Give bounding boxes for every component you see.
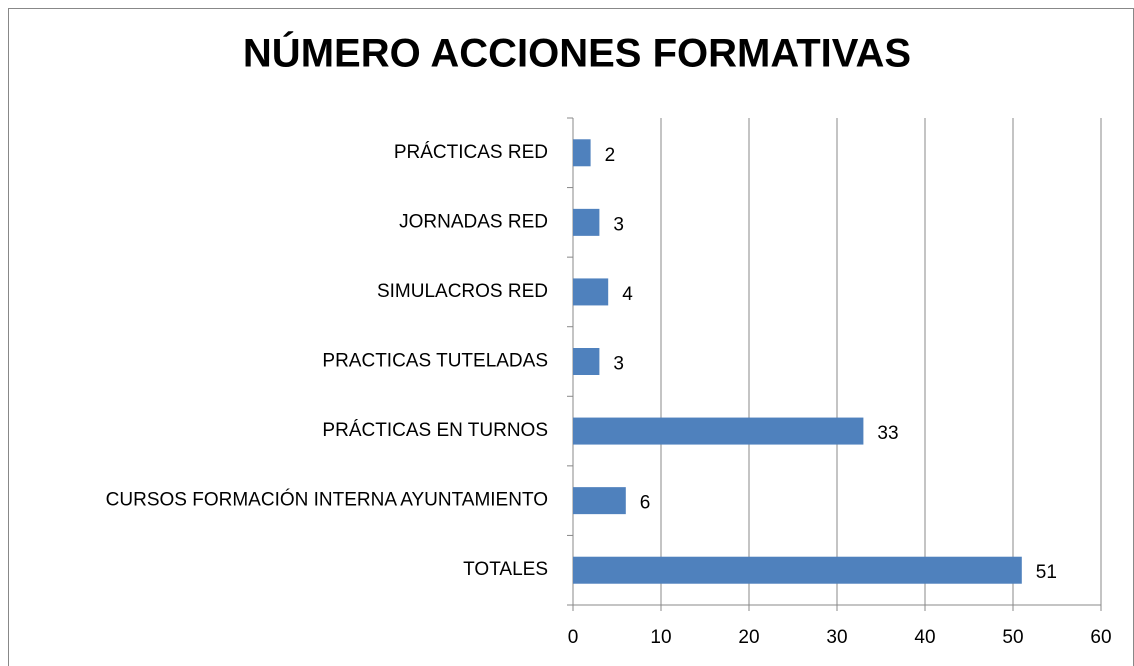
data-label: 3 xyxy=(613,354,624,375)
y-tick-label: CURSOS FORMACIÓN INTERNA AYUNTAMIENTO xyxy=(106,489,548,511)
x-tick-label: 10 xyxy=(650,627,671,648)
x-tick-label: 40 xyxy=(914,627,935,648)
data-label: 33 xyxy=(877,423,898,444)
y-tick-label: TOTALES xyxy=(463,559,548,580)
data-label: 2 xyxy=(605,145,616,166)
data-label: 51 xyxy=(1036,562,1057,583)
bar xyxy=(573,139,591,167)
y-tick-label: JORNADAS RED xyxy=(399,211,548,232)
bar xyxy=(573,487,626,515)
x-tick-label: 0 xyxy=(568,627,579,648)
bar xyxy=(573,556,1022,584)
y-tick-label: SIMULACROS RED xyxy=(377,281,548,302)
data-label: 4 xyxy=(622,284,633,305)
x-tick-label: 20 xyxy=(738,627,759,648)
y-tick-label: PRACTICAS TUTELADAS xyxy=(322,351,548,372)
bar xyxy=(573,208,600,236)
x-tick-label: 50 xyxy=(1002,627,1023,648)
y-tick-label: PRÁCTICAS RED xyxy=(394,142,548,163)
bar xyxy=(573,348,600,375)
x-tick-label: 60 xyxy=(1090,627,1111,648)
chart-title: NÚMERO ACCIONES FORMATIVAS xyxy=(243,30,911,76)
y-tick-label: PRÁCTICAS EN TURNOS xyxy=(322,420,548,441)
x-tick-label: 30 xyxy=(826,627,847,648)
data-label: 3 xyxy=(613,214,624,235)
bar xyxy=(573,278,609,306)
bar xyxy=(573,417,864,445)
data-label: 6 xyxy=(640,493,651,514)
